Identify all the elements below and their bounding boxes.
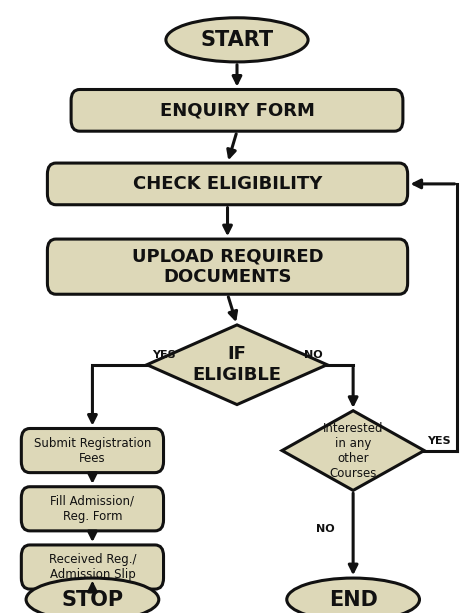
Text: Received Reg./
Admission Slip: Received Reg./ Admission Slip [49, 553, 136, 581]
Text: END: END [328, 590, 378, 609]
FancyBboxPatch shape [47, 163, 408, 205]
Ellipse shape [287, 578, 419, 613]
Text: IF
ELIGIBLE: IF ELIGIBLE [192, 345, 282, 384]
Ellipse shape [166, 18, 308, 62]
Text: STOP: STOP [61, 590, 124, 609]
Ellipse shape [26, 578, 159, 613]
Text: Submit Registration
Fees: Submit Registration Fees [34, 436, 151, 465]
Text: START: START [201, 30, 273, 50]
Text: ENQUIRY FORM: ENQUIRY FORM [160, 101, 314, 120]
FancyBboxPatch shape [21, 428, 164, 473]
Text: NO: NO [316, 524, 334, 534]
FancyBboxPatch shape [21, 487, 164, 531]
Text: YES: YES [152, 350, 175, 360]
FancyBboxPatch shape [21, 545, 164, 589]
Polygon shape [282, 411, 424, 490]
Polygon shape [147, 325, 327, 405]
FancyBboxPatch shape [47, 239, 408, 294]
Text: Fill Admission/
Reg. Form: Fill Admission/ Reg. Form [50, 495, 135, 523]
FancyBboxPatch shape [71, 89, 403, 131]
Text: UPLOAD REQUIRED
DOCUMENTS: UPLOAD REQUIRED DOCUMENTS [132, 247, 323, 286]
Text: Interested
in any
other
Courses: Interested in any other Courses [323, 422, 383, 479]
Text: YES: YES [427, 436, 450, 446]
Text: NO: NO [304, 350, 322, 360]
Text: CHECK ELIGIBILITY: CHECK ELIGIBILITY [133, 175, 322, 193]
